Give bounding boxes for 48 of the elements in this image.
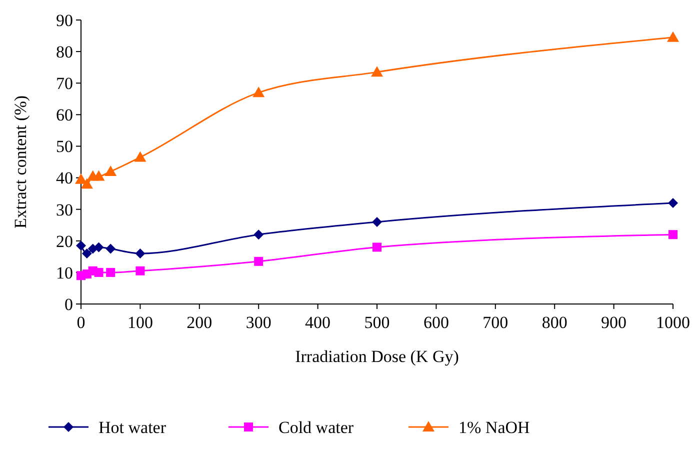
point (371, 66, 383, 77)
point (254, 256, 264, 266)
x-tick-label: 300 (246, 313, 272, 332)
x-tick-label: 800 (542, 313, 568, 332)
y-tick-label: 90 (56, 10, 73, 30)
x-tick-label: 600 (423, 313, 449, 332)
point (94, 242, 104, 252)
x-tick-label: 500 (364, 313, 390, 332)
point (135, 248, 146, 259)
y-tick-label: 70 (56, 74, 73, 94)
point (668, 198, 678, 208)
y-tick-label: 60 (56, 106, 73, 125)
point (106, 268, 116, 277)
point (254, 230, 264, 240)
x-tick-label: 100 (127, 313, 153, 332)
point (372, 216, 382, 227)
point (92, 170, 105, 181)
x-tick-label: 1000 (656, 313, 690, 332)
point (104, 165, 117, 176)
x-tick-label: 0 (76, 313, 86, 332)
y-tick-label: 40 (56, 168, 73, 188)
point (106, 244, 116, 254)
y-tick-label: 30 (56, 200, 73, 220)
legend-label: Cold water (278, 418, 354, 437)
point (136, 266, 145, 276)
x-tick-label: 700 (482, 313, 508, 332)
y-axis-title: Extract content (%) (11, 95, 30, 229)
y-tick-label: 80 (56, 42, 73, 62)
x-tick-label: 200 (186, 313, 212, 332)
x-axis-title: Irradiation Dose (K Gy) (295, 347, 459, 366)
y-tick-label: 0 (64, 294, 73, 314)
point (134, 151, 146, 162)
point (82, 248, 92, 259)
y-tick-label: 10 (56, 263, 73, 282)
point (667, 31, 679, 42)
legend-label: Hot water (98, 418, 166, 437)
point (76, 240, 86, 251)
y-tick-label: 50 (56, 137, 73, 156)
x-tick-label: 900 (601, 313, 627, 332)
point (94, 268, 104, 277)
point (75, 173, 87, 184)
point (80, 178, 93, 189)
legend-label: 1% NaOH (458, 418, 530, 437)
y-tick-label: 20 (56, 232, 73, 251)
point (252, 86, 265, 98)
x-tick-label: 400 (305, 313, 331, 332)
point (372, 242, 382, 252)
point (668, 230, 678, 240)
